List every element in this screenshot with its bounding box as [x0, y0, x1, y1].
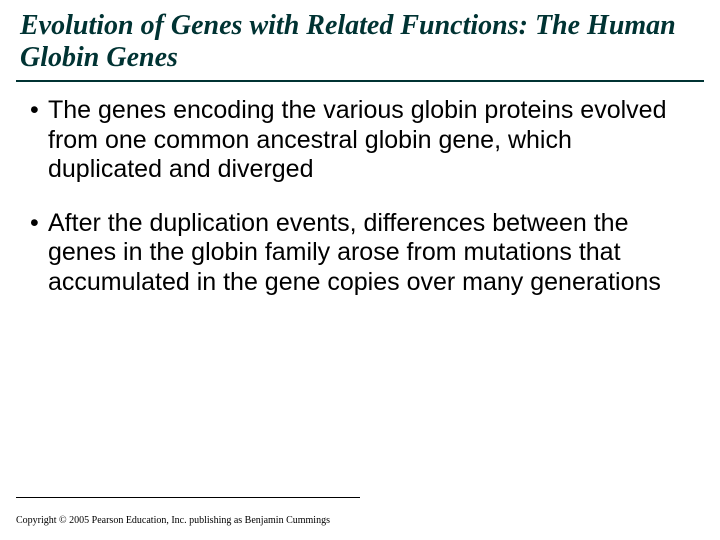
footer-rule — [16, 497, 360, 498]
bullet-item: • After the duplication events, differen… — [30, 209, 690, 298]
slide-title: Evolution of Genes with Related Function… — [0, 0, 720, 80]
slide: Evolution of Genes with Related Function… — [0, 0, 720, 540]
slide-content: • The genes encoding the various globin … — [0, 82, 720, 297]
bullet-text: After the duplication events, difference… — [48, 209, 690, 298]
copyright-text: Copyright © 2005 Pearson Education, Inc.… — [16, 515, 330, 526]
bullet-text: The genes encoding the various globin pr… — [48, 96, 690, 185]
bullet-marker: • — [30, 96, 48, 126]
bullet-item: • The genes encoding the various globin … — [30, 96, 690, 185]
bullet-marker: • — [30, 209, 48, 239]
